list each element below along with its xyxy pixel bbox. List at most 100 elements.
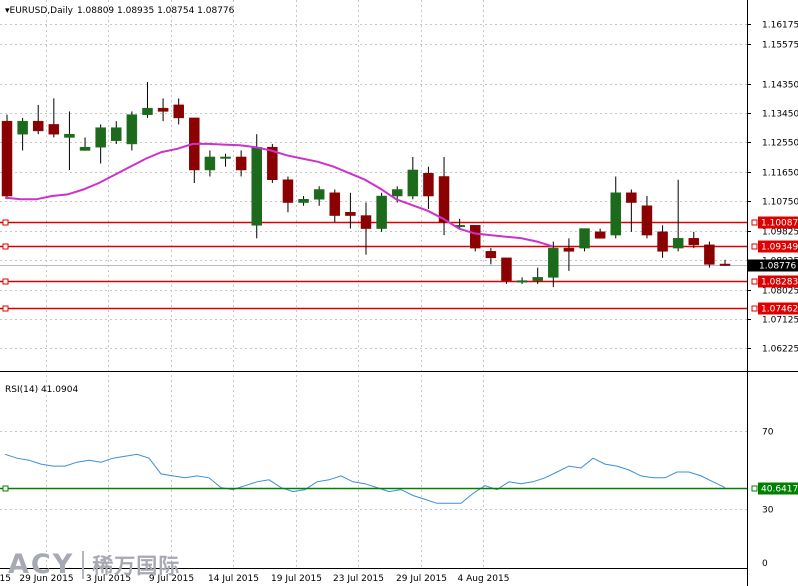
bear-candle: [501, 257, 512, 281]
bull-candle: [111, 127, 122, 141]
bear-candle: [267, 146, 278, 180]
date-tick-label: 19 Jul 2015: [271, 574, 322, 584]
bull-candle: [204, 156, 216, 171]
time-axis-labels: 2015 29 Jun 2015 3 Jul 2015 9 Jul 2015 14 Ju…: [0, 574, 509, 584]
level-price-tag-text: 1.10087: [761, 219, 798, 229]
date-tick-label: 9 Jul 2015: [149, 574, 194, 584]
bear-candle: [641, 205, 653, 236]
bull-candle: [376, 195, 387, 229]
rsi-panel: [0, 453, 758, 504]
bull-candle: [17, 120, 28, 135]
moving-average-line: [4, 142, 554, 248]
date-tick-label: 29 Jun 2015: [19, 574, 73, 584]
price-tags: 1.10087 1.09349 1.08283 1.07462 1.08776 40.64…: [748, 216, 798, 495]
rsi-header: RSI(14) 41.0904: [5, 385, 78, 395]
bull-candle: [79, 146, 91, 151]
level-price-tag: [758, 216, 798, 229]
rsi-level-tag: [758, 482, 798, 495]
rsi-tick-label: 0: [762, 559, 768, 569]
bull-candle: [126, 114, 138, 145]
price-tick-label: 1.10750: [762, 198, 798, 208]
bull-candle: [516, 280, 528, 283]
bear-candle: [719, 263, 731, 266]
level-price-tag-text: 1.07462: [761, 305, 798, 315]
bear-candle: [157, 107, 169, 112]
level-handle[interactable]: [2, 278, 9, 285]
date-tick-label: 2015: [0, 574, 11, 584]
rsi-tick-label: 30: [762, 506, 774, 516]
bear-candle: [173, 104, 184, 119]
bear-candle: [704, 244, 715, 265]
price-tick-label: 1.07125: [762, 316, 798, 326]
bear-candle: [1, 120, 13, 197]
level-handle[interactable]: [2, 305, 9, 312]
symbol-label: ▾EURUSD,Daily 1.08809 1.08935 1.08754 1.0…: [5, 6, 235, 16]
level-handle[interactable]: [751, 278, 758, 285]
bear-candle: [345, 212, 356, 216]
bull-candle: [610, 192, 621, 236]
price-tick-label: 1.08025: [762, 287, 798, 297]
level-price-tag-text: 1.09349: [761, 243, 798, 253]
price-tick-label: 1.15575: [762, 41, 798, 51]
bull-candle: [391, 189, 403, 197]
rsi-line: [4, 453, 726, 504]
level-handle[interactable]: [2, 243, 9, 250]
price-tick-label: 1.14350: [762, 81, 798, 91]
bear-candle: [594, 231, 606, 239]
bull-candle: [251, 146, 262, 226]
level-handle[interactable]: [751, 305, 758, 312]
date-tick-label: 3 Jul 2015: [86, 574, 131, 584]
date-tick-label: 29 Jul 2015: [396, 574, 447, 584]
symbol-arrow-icon: ▾: [5, 6, 10, 16]
level-handle[interactable]: [751, 243, 758, 250]
rsi-level-handle[interactable]: [751, 485, 758, 492]
bear-candle: [360, 215, 372, 229]
bear-candle: [48, 124, 60, 135]
bear-candle: [470, 225, 481, 249]
bull-candle: [672, 238, 684, 249]
bull-candle: [579, 228, 590, 249]
bear-candle: [563, 247, 575, 252]
price-tick-label: 1.06225: [762, 345, 798, 355]
candles: [1, 82, 731, 288]
bull-candle: [407, 169, 419, 197]
level-handle[interactable]: [2, 219, 9, 226]
current-price-tag: [748, 259, 798, 272]
level-handle[interactable]: [751, 219, 758, 226]
rsi-tick-label: 70: [762, 428, 774, 438]
bear-candle: [485, 251, 497, 259]
symbol-name: EURUSD,Daily: [10, 6, 74, 16]
date-tick-label: 14 Jul 2015: [208, 574, 259, 584]
bear-candle: [235, 156, 247, 171]
level-price-tag: [758, 302, 798, 315]
bull-candle: [64, 133, 75, 138]
bear-candle: [423, 172, 434, 197]
bear-candle: [32, 120, 44, 132]
date-tick-label: 4 Aug 2015: [458, 574, 510, 584]
price-tick-label: 1.12550: [762, 139, 798, 149]
bear-candle: [438, 176, 450, 223]
current-price-tag-text: 1.08776: [759, 262, 796, 272]
level-price-tag: [758, 275, 798, 288]
bull-candle: [532, 277, 543, 281]
bull-candle: [95, 127, 106, 148]
rsi-level-handle[interactable]: [2, 485, 9, 492]
level-price-tag: [758, 240, 798, 253]
bear-candle: [282, 179, 294, 203]
rsi-level-tag-text: 40.6417: [761, 485, 798, 495]
date-tick-label: 23 Jul 2015: [333, 574, 384, 584]
bull-candle: [548, 247, 559, 278]
bull-candle: [298, 199, 309, 203]
horizontal-levels: [0, 219, 758, 312]
price-tick-label: 1.13450: [762, 110, 798, 120]
price-tick-label: 1.11650: [762, 169, 798, 179]
price-axis-labels: 1.16175 1.15575 1.14350 1.13450 1.12550 1.116…: [747, 21, 798, 569]
bear-candle: [657, 231, 668, 252]
bull-candle: [220, 156, 231, 159]
bull-candle: [142, 107, 153, 115]
level-price-tag-text: 1.08283: [761, 278, 798, 288]
ohlc-values: 1.08809 1.08935 1.08754 1.08776: [77, 6, 235, 16]
bear-candle: [626, 192, 637, 203]
price-tick-label: 1.09825: [762, 228, 798, 238]
